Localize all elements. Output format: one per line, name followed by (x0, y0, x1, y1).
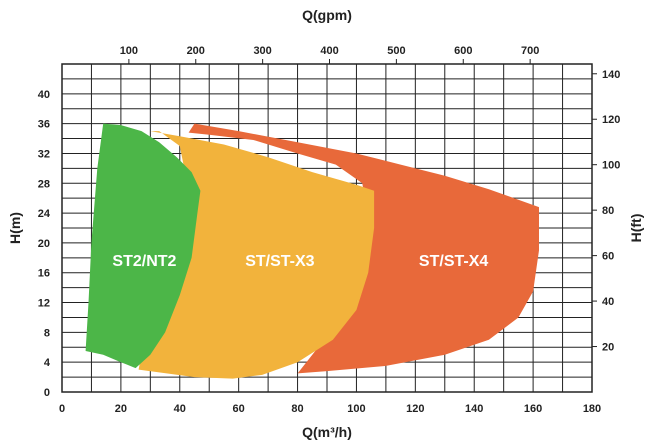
region-label: ST2/NT2 (112, 253, 176, 270)
right-tick-label: 80 (602, 205, 614, 217)
x-tick-label: 180 (583, 403, 601, 415)
x-tick-label: 120 (406, 403, 424, 415)
y-tick-label: 32 (38, 148, 50, 160)
top-tick-label: 700 (521, 45, 539, 57)
x-tick-label: 40 (174, 403, 186, 415)
top-tick-label: 100 (120, 45, 138, 57)
y-tick-label: 28 (38, 178, 50, 190)
top-axis-title: Q(gpm) (302, 7, 352, 23)
y-axis-title: H(m) (7, 212, 23, 244)
right-tick-label: 120 (602, 114, 620, 126)
y-tick-label: 16 (38, 268, 50, 280)
x-tick-label: 20 (115, 403, 127, 415)
y-tick-label: 40 (38, 89, 50, 101)
right-tick-label: 140 (602, 69, 620, 81)
top-tick-label: 200 (187, 45, 205, 57)
top-tick-label: 300 (253, 45, 271, 57)
x-tick-label: 0 (59, 403, 65, 415)
y-tick-label: 20 (38, 238, 50, 250)
y-tick-label: 0 (44, 387, 50, 399)
x-tick-label: 80 (291, 403, 303, 415)
x-tick-label: 140 (465, 403, 483, 415)
x-tick-label: 160 (524, 403, 542, 415)
series-areas (85, 123, 539, 379)
x-axis-title: Q(m³/h) (302, 424, 352, 440)
region-labels: ST2/NT2 ST/ST-X3 ST/ST-X4 (112, 253, 488, 270)
right-tick-label: 20 (602, 342, 614, 354)
y-tick-label: 4 (44, 357, 51, 369)
y-tick-label: 24 (38, 208, 51, 220)
top-tick-label: 500 (387, 45, 405, 57)
area-st2-nt2 (85, 123, 201, 369)
x-tick-label: 100 (347, 403, 365, 415)
right-axis-title: H(ft) (628, 214, 644, 243)
top-tick-label: 400 (320, 45, 338, 57)
y-tick-label: 8 (44, 327, 50, 339)
y-tick-label: 36 (38, 119, 50, 131)
top-tick-label: 600 (454, 45, 472, 57)
right-tick-label: 40 (602, 296, 614, 308)
region-label: ST/ST-X4 (419, 253, 488, 270)
y-tick-label: 12 (38, 298, 50, 310)
right-tick-label: 100 (602, 160, 620, 172)
right-tick-label: 60 (602, 251, 614, 263)
region-label: ST/ST-X3 (245, 253, 314, 270)
x-tick-label: 60 (233, 403, 245, 415)
tick-labels: 0 20 40 60 80 100 120 140 160 180 0 4 8 12 16 20 24 28 32 3… (38, 45, 621, 415)
plot-frame (61, 63, 593, 393)
